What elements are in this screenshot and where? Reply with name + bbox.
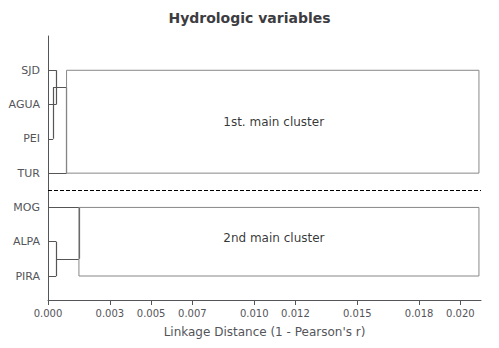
svg-text:AGUA: AGUA (9, 98, 41, 111)
svg-text:0.005: 0.005 (137, 308, 166, 319)
svg-text:TUR: TUR (17, 167, 41, 180)
svg-text:1st. main cluster: 1st. main cluster (223, 115, 324, 129)
svg-text:0.018: 0.018 (405, 308, 434, 319)
svg-text:MOG: MOG (13, 201, 40, 214)
svg-text:0.003: 0.003 (96, 308, 125, 319)
svg-text:0.007: 0.007 (178, 308, 207, 319)
svg-text:Linkage Distance (1 - Pearson': Linkage Distance (1 - Pearson's r) (164, 325, 366, 339)
svg-text:0.000: 0.000 (34, 308, 63, 319)
svg-text:PEI: PEI (23, 132, 40, 145)
svg-text:0.010: 0.010 (240, 308, 269, 319)
svg-text:Hydrologic variables: Hydrologic variables (168, 10, 330, 26)
svg-text:0.012: 0.012 (281, 308, 310, 319)
svg-text:SJD: SJD (21, 64, 40, 77)
svg-text:0.015: 0.015 (343, 308, 372, 319)
svg-text:ALPA: ALPA (13, 235, 41, 248)
svg-text:PIRA: PIRA (15, 270, 40, 283)
svg-text:0.020: 0.020 (446, 308, 475, 319)
svg-text:2nd main cluster: 2nd main cluster (223, 231, 324, 245)
